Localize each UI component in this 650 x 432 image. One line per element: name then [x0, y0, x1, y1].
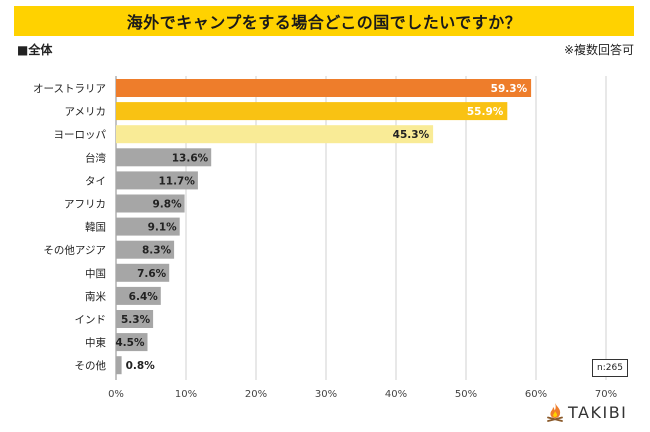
- value-label: 59.3%: [491, 83, 528, 95]
- subtitle: ■全体: [17, 43, 53, 57]
- value-label: 9.8%: [152, 199, 182, 211]
- brand-logo: TAKIBI: [546, 402, 627, 422]
- bar: [116, 263, 170, 282]
- bar: [116, 79, 532, 97]
- x-tick-label: 40%: [385, 389, 407, 400]
- x-tick-label: 70%: [595, 389, 617, 400]
- category-label: タイ: [85, 175, 106, 187]
- bar: [116, 217, 180, 236]
- x-tick-label: 50%: [455, 389, 477, 400]
- value-label: 5.3%: [121, 314, 151, 326]
- value-label: 4.5%: [115, 337, 145, 349]
- bar: [116, 240, 175, 259]
- x-tick-label: 10%: [175, 389, 197, 400]
- bar: [116, 356, 122, 375]
- value-label: 0.8%: [126, 360, 156, 372]
- category-label: アメリカ: [65, 106, 106, 118]
- bar: [116, 333, 148, 352]
- category-label: アフリカ: [64, 199, 106, 211]
- category-label: ヨーロッパ: [54, 129, 107, 141]
- bar: [116, 310, 154, 328]
- bar: [116, 125, 434, 144]
- bar: [116, 148, 212, 167]
- value-label: 8.3%: [142, 245, 172, 257]
- category-label: その他アジア: [43, 244, 106, 257]
- category-label: その他: [75, 359, 107, 372]
- x-tick-label: 20%: [245, 389, 267, 400]
- bar: [116, 286, 161, 305]
- title-bar: 海外でキャンプをする場合どこの国でしたいですか？: [14, 6, 634, 36]
- value-label: 45.3%: [393, 129, 430, 141]
- value-label: 7.6%: [137, 268, 167, 280]
- x-tick-label: 0%: [108, 389, 124, 400]
- category-label: オーストラリア: [33, 83, 106, 95]
- brand-name: TAKIBI: [568, 402, 628, 422]
- category-label: 南米: [85, 290, 106, 303]
- value-label: 11.7%: [158, 175, 195, 187]
- category-label: 台湾: [85, 151, 106, 164]
- bar: [116, 171, 198, 190]
- campfire-icon: [547, 403, 563, 422]
- bar: [116, 102, 508, 121]
- x-tick-label: 60%: [525, 389, 547, 400]
- sample-size-box: n:265: [592, 359, 628, 377]
- category-label: 中国: [85, 267, 106, 280]
- category-label: インド: [75, 314, 107, 326]
- value-label: 6.4%: [129, 291, 159, 303]
- value-label: 55.9%: [467, 106, 504, 118]
- chart-title: 海外でキャンプをする場合どこの国でしたいですか？: [126, 13, 522, 32]
- x-tick-label: 30%: [315, 389, 337, 400]
- category-label: 韓国: [85, 222, 106, 234]
- note-multiple-answers: ※複数回答可: [563, 43, 634, 57]
- bar: [116, 194, 185, 213]
- value-label: 9.1%: [148, 222, 178, 234]
- value-label: 13.6%: [172, 152, 209, 164]
- category-label: 中東: [85, 336, 106, 349]
